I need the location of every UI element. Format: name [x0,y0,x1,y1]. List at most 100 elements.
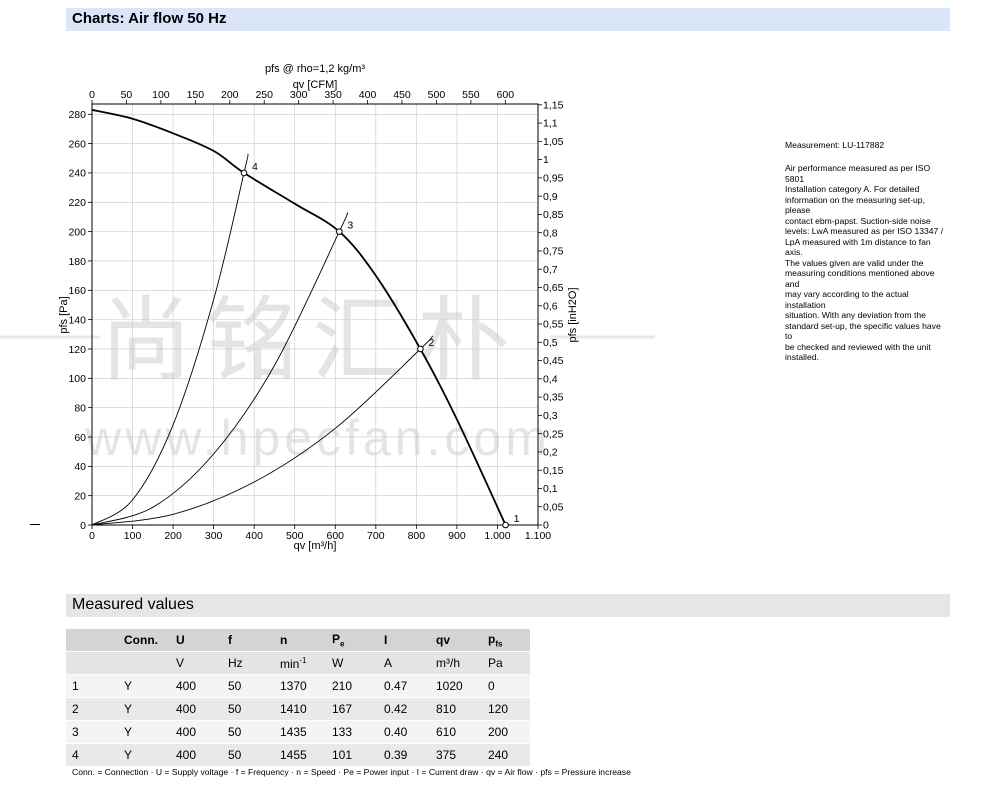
table-cell: 2 [66,697,118,721]
y2-tick-label: 0,35 [543,392,564,404]
y-tick-label: 180 [68,256,86,268]
table-cell: 50 [222,697,274,721]
x2-tick-label: 350 [324,89,342,101]
y-tick-label: 220 [68,197,86,209]
y2-tick-label: 0 [543,520,549,532]
y2-tick-label: 0,3 [543,410,558,422]
y2-tick-label: 1 [543,154,549,166]
description-line: LpA measured with 1m distance to fan axi… [785,236,931,258]
x-tick-label: 700 [367,530,385,542]
operating-point-1 [502,521,509,529]
x-tick-label: 0 [89,530,95,542]
measurement-reference: Measurement: LU-117882 [785,140,885,150]
x2-tick-label: 500 [428,89,446,101]
table-cell: 0.40 [378,720,430,744]
table-cell: Y [118,743,170,767]
operating-point-label: 4 [252,161,258,173]
x-tick-label: 400 [245,530,263,542]
x-tick-label: 1.000 [484,530,510,542]
x-tick-label: 900 [448,530,466,542]
x-axis-title: qv [m³/h] [294,540,337,552]
x2-tick-label: 200 [221,89,239,101]
table-cell: A [378,651,430,675]
table-cell: 400 [170,697,222,721]
y2-tick-label: 1,05 [543,136,564,148]
description-line: be checked and reviewed with the unit [785,341,931,352]
x-tick-label: 600 [327,530,345,542]
x2-tick-label: 600 [497,89,515,101]
y2-tick-label: 1,15 [543,99,564,111]
y2-tick-label: 0,45 [543,355,564,367]
table-cell: Hz [222,651,274,675]
plot-frame [91,103,539,526]
y-tick-label: 200 [68,226,86,238]
table-cell: 400 [170,720,222,744]
y2-tick-label: 0,6 [543,300,558,312]
table-cell: f [222,629,274,652]
table-cell: U [170,629,222,652]
table-cell: 120 [482,697,530,721]
x2-tick-label: 150 [187,89,205,101]
description-line: information on the measuring set-up, ple… [785,194,925,216]
watermark-cn-text: 尚铭汇朴 [100,290,524,392]
measured-values-title: Measured values [72,596,194,613]
table-cell: 810 [430,697,482,721]
description-line: levels: LwA measured as per ISO 13347 / [785,226,944,236]
x2-tick-label: 50 [121,89,133,101]
y2-tick-label: 0,5 [543,337,558,349]
table-cell [66,629,118,652]
operating-point-4 [240,169,248,177]
table-cell: 610 [430,720,482,744]
y2-tick-label: 0,1 [543,483,558,495]
y2-tick-label: 0,15 [543,465,564,477]
table-cell: min-1 [274,651,326,675]
table-cell: Y [118,674,170,698]
table-cell: 0 [482,674,530,698]
table-cell: 133 [326,720,378,744]
table-cell: Y [118,697,170,721]
y2-tick-label: 0,95 [543,172,564,184]
x-tick-label: 500 [286,530,304,542]
table-cell: 1410 [274,697,326,721]
y2-tick-label: 0,2 [543,447,558,459]
table-cell: m³/h [430,651,482,675]
watermark-url-text: www.hpecfan.com [84,410,551,466]
table-cell: 50 [222,743,274,767]
table-cell: 1435 [274,720,326,744]
margin-tick [30,524,40,525]
y-tick-label: 20 [74,490,86,502]
description-line: measuring conditions mentioned above and [785,268,935,289]
table-row: 4 Y 400 50 1455 101 0.39 375 240 [66,743,530,767]
table-cell: pfs [482,629,530,652]
y-tick-label: 260 [68,138,86,150]
table-cell: Y [118,720,170,744]
x-tick-label: 1.100 [525,530,551,542]
table-cell [66,651,118,675]
description-line: Air performance measured as per ISO 5801 [785,163,931,184]
y-tick-label: 280 [68,109,86,121]
operating-point-label: 2 [428,337,434,349]
table-cell: n [274,629,326,652]
measurement-description: Air performance measured as per ISO 5801… [785,163,950,363]
table-row: 3 Y 400 50 1435 133 0.40 610 200 [66,720,530,744]
x2-tick-label: 400 [359,89,377,101]
chart-section-title: Charts: Air flow 50 Hz [72,10,227,27]
y-tick-label: 100 [68,373,86,385]
table-cell: Conn. [118,629,170,652]
y2-tick-label: 0,8 [543,227,558,239]
description-line: may vary according to the actual install… [785,289,909,310]
fan-curve [91,109,507,526]
x2-tick-label: 100 [152,89,170,101]
y2-tick-label: 0,75 [543,246,564,258]
table-cell: 240 [482,743,530,767]
y-tick-label: 240 [68,168,86,180]
y-tick-label: 60 [74,432,86,444]
x2-axis-title: qv [CFM] [293,79,338,91]
x2-tick-label: 250 [255,89,273,101]
table-cell: qv [430,629,482,652]
operating-point-2 [417,345,424,353]
table-cell: 4 [66,743,118,767]
y2-axis-title: pfs [inH2O] [567,287,579,342]
